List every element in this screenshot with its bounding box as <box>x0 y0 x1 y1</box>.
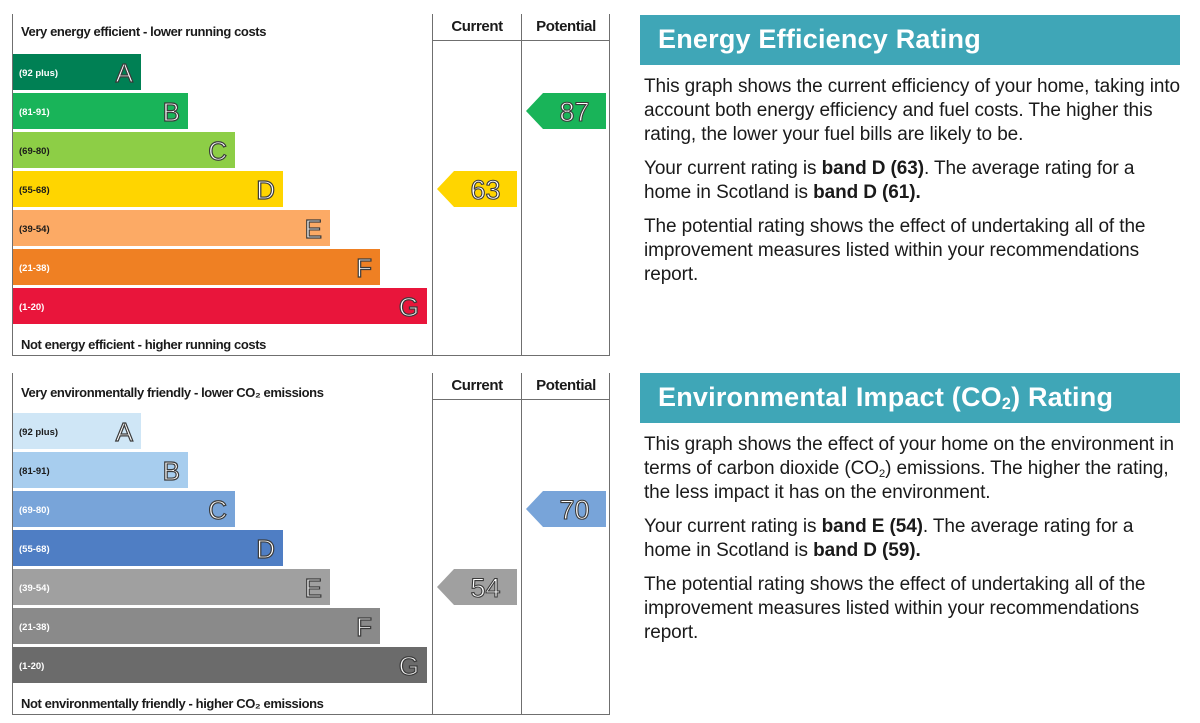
scale-bottom-label: Not energy efficient - higher running co… <box>21 337 266 352</box>
current-column-header: Current <box>433 14 521 41</box>
panel-description: This graph shows the effect of your home… <box>644 434 1174 503</box>
rating-band-a: (92 plus) A <box>13 54 141 90</box>
current-column-header: Current <box>433 373 521 400</box>
rating-band-letter: F <box>356 253 372 283</box>
rating-band-range: (1-20) <box>19 661 44 672</box>
rating-band-bar <box>13 413 141 449</box>
panel-description: This graph shows the current efficiency … <box>644 76 1180 145</box>
rating-band-letter: F <box>356 612 372 642</box>
energy-rating-chart: Very energy efficient - lower running co… <box>12 14 610 356</box>
rating-band-range: (92 plus) <box>19 427 58 438</box>
panel-title: Energy Efficiency Rating <box>640 15 1180 65</box>
current-rating-marker-arrow <box>437 171 517 207</box>
rating-band-bar <box>13 288 427 324</box>
scale-top-label: Very energy efficient - lower running co… <box>21 24 267 39</box>
rating-band-range: (55-68) <box>19 544 50 555</box>
current-column-divider <box>432 373 433 715</box>
rating-band-bar <box>13 647 427 683</box>
scale-top-label: Very environmentally friendly - lower CO… <box>21 385 324 400</box>
current-rating-marker: 54 <box>437 569 517 605</box>
panel-potential-note: The potential rating shows the effect of… <box>644 574 1146 643</box>
rating-band-bar <box>13 608 380 644</box>
potential-column-header: Potential <box>522 14 610 41</box>
panel-potential-note: The potential rating shows the effect of… <box>644 216 1146 285</box>
rating-band-range: (92 plus) <box>19 68 58 79</box>
potential-rating-marker-arrow <box>526 491 606 527</box>
current-rating-marker-value: 63 <box>470 175 500 205</box>
rating-band-letter: G <box>399 292 419 322</box>
potential-rating-marker-arrow <box>526 93 606 129</box>
rating-band-range: (69-80) <box>19 505 50 516</box>
rating-band-d: (55-68) D <box>13 171 283 207</box>
rating-band-c: (69-80) C <box>13 132 235 168</box>
environmental-bands-svg: (92 plus) A (81-91) B (69-80) C (55-68) D (39-54… <box>13 413 606 683</box>
rating-band-letter: D <box>256 534 275 564</box>
rating-band-range: (55-68) <box>19 185 50 196</box>
rating-band-letter: C <box>208 136 227 166</box>
rating-band-range: (81-91) <box>19 466 50 477</box>
energy-bands-svg: (92 plus) A (81-91) B (69-80) C (55-68) D (39-54… <box>13 54 606 324</box>
rating-band-letter: E <box>305 573 322 603</box>
rating-band-range: (39-54) <box>19 224 50 235</box>
potential-rating-marker-value: 70 <box>559 495 589 525</box>
rating-band-letter: B <box>163 456 180 486</box>
energy-efficiency-panel: Energy Efficiency Rating This graph show… <box>640 15 1180 297</box>
rating-band-range: (21-38) <box>19 622 50 633</box>
scale-bottom-label: Not environmentally friendly - higher CO… <box>21 696 324 711</box>
rating-band-bar <box>13 93 188 129</box>
rating-band-range: (81-91) <box>19 107 50 118</box>
rating-band-range: (21-38) <box>19 263 50 274</box>
rating-band-e: (39-54) E <box>13 569 330 605</box>
rating-band-g: (1-20) G <box>13 288 427 324</box>
rating-band-d: (55-68) D <box>13 530 283 566</box>
rating-band-letter: A <box>116 58 134 88</box>
rating-band-letter: E <box>305 214 322 244</box>
rating-band-range: (1-20) <box>19 302 44 313</box>
rating-band-bar <box>13 210 330 246</box>
potential-column-divider <box>521 14 522 356</box>
current-rating-marker: 63 <box>437 171 517 207</box>
rating-band-b: (81-91) B <box>13 93 188 129</box>
rating-band-bar <box>13 530 283 566</box>
rating-band-range: (69-80) <box>19 146 50 157</box>
panel-current-rating: Your current rating is band E (54). The … <box>644 516 1134 561</box>
rating-band-bar <box>13 249 380 285</box>
rating-band-f: (21-38) F <box>13 249 380 285</box>
rating-band-letter: B <box>163 97 180 127</box>
environmental-impact-panel: Environmental Impact (CO2) Rating This g… <box>640 373 1180 655</box>
rating-band-bar <box>13 171 283 207</box>
rating-band-c: (69-80) C <box>13 491 235 527</box>
current-rating-marker-value: 54 <box>470 573 500 603</box>
rating-band-letter: A <box>116 417 134 447</box>
rating-band-letter: D <box>256 175 275 205</box>
current-column-divider <box>432 14 433 356</box>
potential-column-divider <box>521 373 522 715</box>
panel-title: Environmental Impact (CO2) Rating <box>640 373 1180 423</box>
rating-band-letter: C <box>208 495 227 525</box>
rating-band-bar <box>13 491 235 527</box>
rating-band-bar <box>13 569 330 605</box>
potential-column-header: Potential <box>522 373 610 400</box>
rating-band-bar <box>13 132 235 168</box>
environmental-impact-chart: Very environmentally friendly - lower CO… <box>12 373 610 715</box>
rating-band-letter: G <box>399 651 419 681</box>
rating-band-e: (39-54) E <box>13 210 330 246</box>
rating-band-b: (81-91) B <box>13 452 188 488</box>
rating-band-bar <box>13 54 141 90</box>
potential-rating-marker: 87 <box>526 93 606 129</box>
potential-rating-marker-value: 87 <box>559 97 589 127</box>
rating-band-a: (92 plus) A <box>13 413 141 449</box>
rating-band-range: (39-54) <box>19 583 50 594</box>
rating-band-bar <box>13 452 188 488</box>
rating-band-f: (21-38) F <box>13 608 380 644</box>
current-rating-marker-arrow <box>437 569 517 605</box>
rating-band-g: (1-20) G <box>13 647 427 683</box>
potential-rating-marker: 70 <box>526 491 606 527</box>
panel-current-rating: Your current rating is band D (63). The … <box>644 158 1135 203</box>
